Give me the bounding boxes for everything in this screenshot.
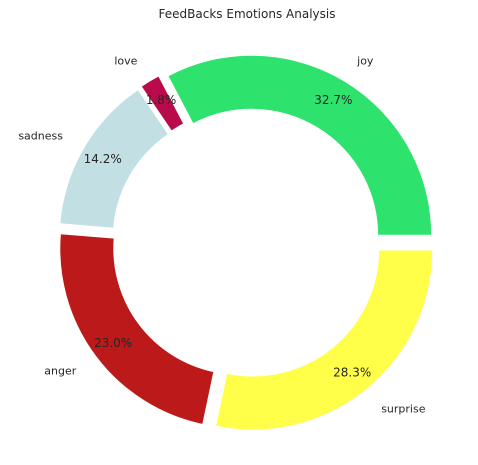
chart-title: FeedBacks Emotions Analysis bbox=[159, 7, 336, 21]
slice-joy bbox=[167, 54, 433, 236]
slice-surprise bbox=[215, 249, 434, 431]
pct-label-love: 1.8% bbox=[146, 93, 177, 107]
slice-label-anger: anger bbox=[44, 364, 76, 377]
slice-label-love: love bbox=[114, 54, 137, 67]
slice-sadness bbox=[59, 88, 170, 229]
slice-label-joy: joy bbox=[356, 55, 374, 68]
slices-group bbox=[59, 54, 434, 431]
pct-label-joy: 32.7% bbox=[314, 93, 352, 107]
slice-love bbox=[140, 75, 185, 132]
slice-label-surprise: surprise bbox=[381, 402, 426, 415]
labels-group: joy 32.7% love 1.8% sadness 14.2% anger 23.0% su… bbox=[18, 54, 425, 415]
slice-anger bbox=[59, 233, 215, 426]
slice-label-sadness: sadness bbox=[18, 130, 63, 143]
pct-label-anger: 23.0% bbox=[94, 336, 132, 350]
pct-label-sadness: 14.2% bbox=[84, 152, 122, 166]
pct-label-surprise: 28.3% bbox=[333, 366, 371, 380]
